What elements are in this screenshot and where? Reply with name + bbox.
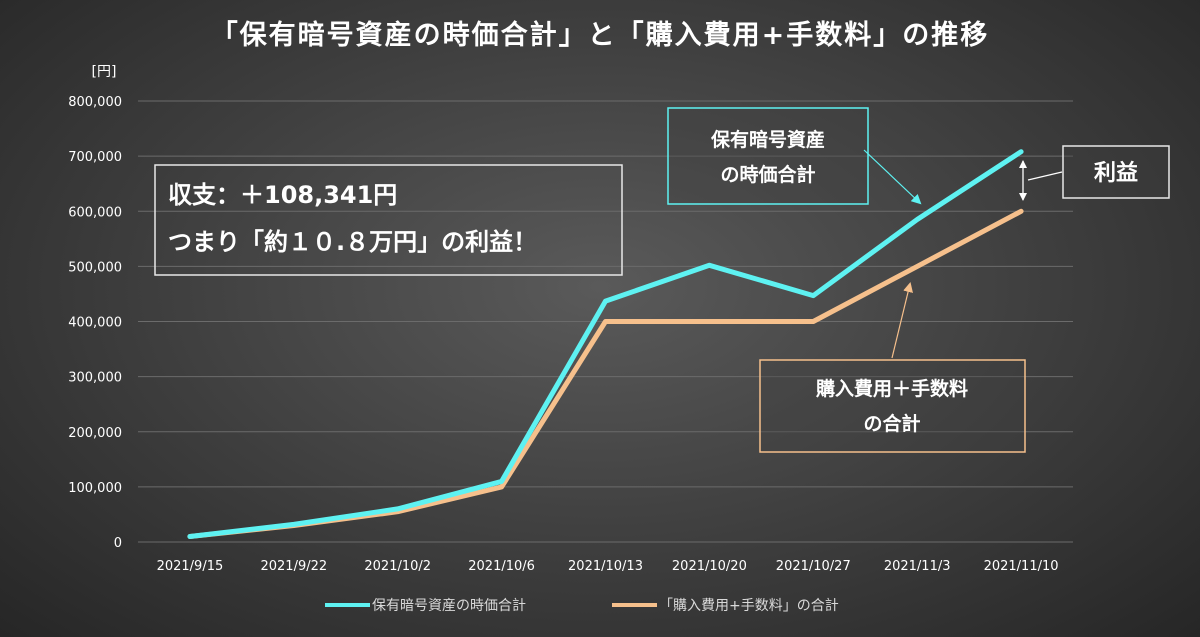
x-tick-label: 2021/9/22: [260, 559, 327, 574]
market-value-arrow: [863, 149, 922, 205]
legend: 保有暗号資産の時価合計 「購入費用+手数料」の合計: [325, 598, 839, 614]
chart-title: 「保有暗号資産の時価合計」と「購入費用+手数料」の推移: [211, 19, 990, 51]
y-tick-label: 300,000: [68, 371, 122, 386]
y-tick-label: 400,000: [68, 316, 122, 331]
y-tick-label: 200,000: [68, 426, 122, 441]
y-axis-unit: [円]: [92, 64, 117, 80]
cost-arrow: [891, 282, 913, 359]
summary-line-1: 収支：＋108,341円: [168, 181, 397, 209]
cost-callout-line-2: の合計: [863, 412, 920, 435]
x-axis-ticks: 2021/9/15 2021/9/22 2021/10/2 2021/10/6 2021…: [157, 559, 1059, 574]
x-tick-label: 2021/10/2: [364, 559, 431, 574]
market-value-callout: 保有暗号資産 の時価合計: [667, 107, 922, 205]
summary-line-2: つまり「約１０.８万円」の利益！: [168, 228, 537, 256]
y-axis-ticks: 0 100,000 200,000 300,000 400,000 500,000 600,…: [68, 95, 122, 551]
x-tick-label: 2021/9/15: [157, 559, 224, 574]
y-tick-label: 0: [114, 536, 122, 551]
cost-callout: 購入費用＋手数料 の合計: [759, 282, 1026, 453]
x-tick-label: 2021/11/10: [984, 559, 1059, 574]
market-value-callout-line-1: 保有暗号資産: [710, 128, 825, 151]
y-tick-label: 800,000: [68, 95, 122, 110]
summary-box: 収支：＋108,341円 つまり「約１０.８万円」の利益！: [154, 164, 623, 276]
profit-label: 利益: [1094, 160, 1138, 186]
market-value-callout-line-2: の時価合計: [720, 163, 815, 186]
profit-leader-line: [1027, 171, 1063, 181]
x-tick-label: 2021/10/6: [468, 559, 535, 574]
y-tick-label: 700,000: [68, 150, 122, 165]
cost-callout-line-1: 購入費用＋手数料: [816, 377, 968, 400]
y-tick-label: 500,000: [68, 260, 122, 275]
legend-label-cost: 「購入費用+手数料」の合計: [659, 598, 839, 614]
x-tick-label: 2021/10/20: [672, 559, 747, 574]
x-tick-label: 2021/11/3: [884, 559, 951, 574]
series-lines: [187, 149, 1024, 539]
y-tick-label: 100,000: [68, 481, 122, 496]
series-line-market-value: [187, 149, 1024, 539]
legend-label-market-value: 保有暗号資産の時価合計: [372, 598, 526, 614]
y-tick-label: 600,000: [68, 205, 122, 220]
x-tick-label: 2021/10/27: [776, 559, 851, 574]
x-tick-label: 2021/10/13: [568, 559, 643, 574]
profit-indicator: 利益: [1019, 145, 1170, 201]
